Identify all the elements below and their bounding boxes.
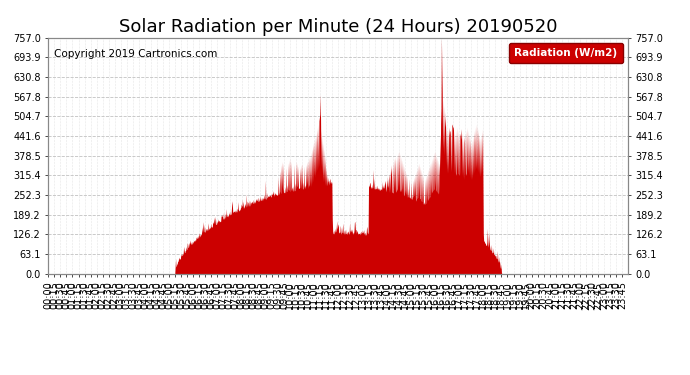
Text: Copyright 2019 Cartronics.com: Copyright 2019 Cartronics.com (54, 50, 217, 59)
Legend: Radiation (W/m2): Radiation (W/m2) (509, 43, 622, 63)
Title: Solar Radiation per Minute (24 Hours) 20190520: Solar Radiation per Minute (24 Hours) 20… (119, 18, 558, 36)
